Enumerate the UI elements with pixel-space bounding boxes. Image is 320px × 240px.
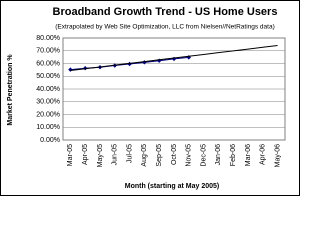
x-tick-label: Sep-05: [156, 144, 163, 167]
x-tick-label: May-06: [274, 144, 281, 167]
x-tick-label: Jul-05: [126, 144, 133, 163]
x-tick-label: Nov-05: [186, 144, 193, 167]
y-tick-label: 0.00%: [40, 137, 60, 144]
data-marker: [83, 66, 88, 71]
y-tick-label: 10.00%: [36, 124, 60, 131]
x-tick-label: Mar-06: [245, 144, 252, 166]
chart-title: Broadband Growth Trend - US Home Users: [53, 6, 278, 18]
y-tick-label: 60.00%: [36, 60, 60, 67]
y-tick-label: 20.00%: [36, 111, 60, 118]
x-tick-label: Apr-05: [82, 144, 89, 165]
x-tick-label: Apr-06: [260, 144, 267, 165]
chart-subtitle: (Extrapolated by Web Site Optimization, …: [55, 24, 275, 31]
x-tick-label: Mar-05: [67, 144, 74, 166]
y-axis-title: Market Penetration %: [7, 54, 14, 126]
x-tick-label: Aug-05: [141, 144, 148, 167]
x-axis-title: Month (starting at May 2005): [125, 183, 220, 190]
x-tick-label: Dec-05: [200, 144, 207, 167]
y-tick-label: 50.00%: [36, 73, 60, 80]
y-tick-label: 40.00%: [36, 86, 60, 93]
y-tick-label: 30.00%: [36, 99, 60, 106]
x-tick-label: Jun-05: [112, 144, 119, 166]
x-tick-label: Feb-06: [230, 144, 237, 166]
y-tick-label: 80.00%: [36, 35, 60, 42]
series-line: [70, 45, 278, 72]
chart: Broadband Growth Trend - US Home Users (…: [0, 0, 300, 196]
x-tick-label: May-05: [97, 144, 104, 167]
x-tick-label: Jan-06: [215, 144, 222, 166]
y-tick-label: 70.00%: [36, 48, 60, 55]
x-tick-label: Oct-05: [171, 144, 178, 165]
data-marker: [171, 56, 177, 62]
